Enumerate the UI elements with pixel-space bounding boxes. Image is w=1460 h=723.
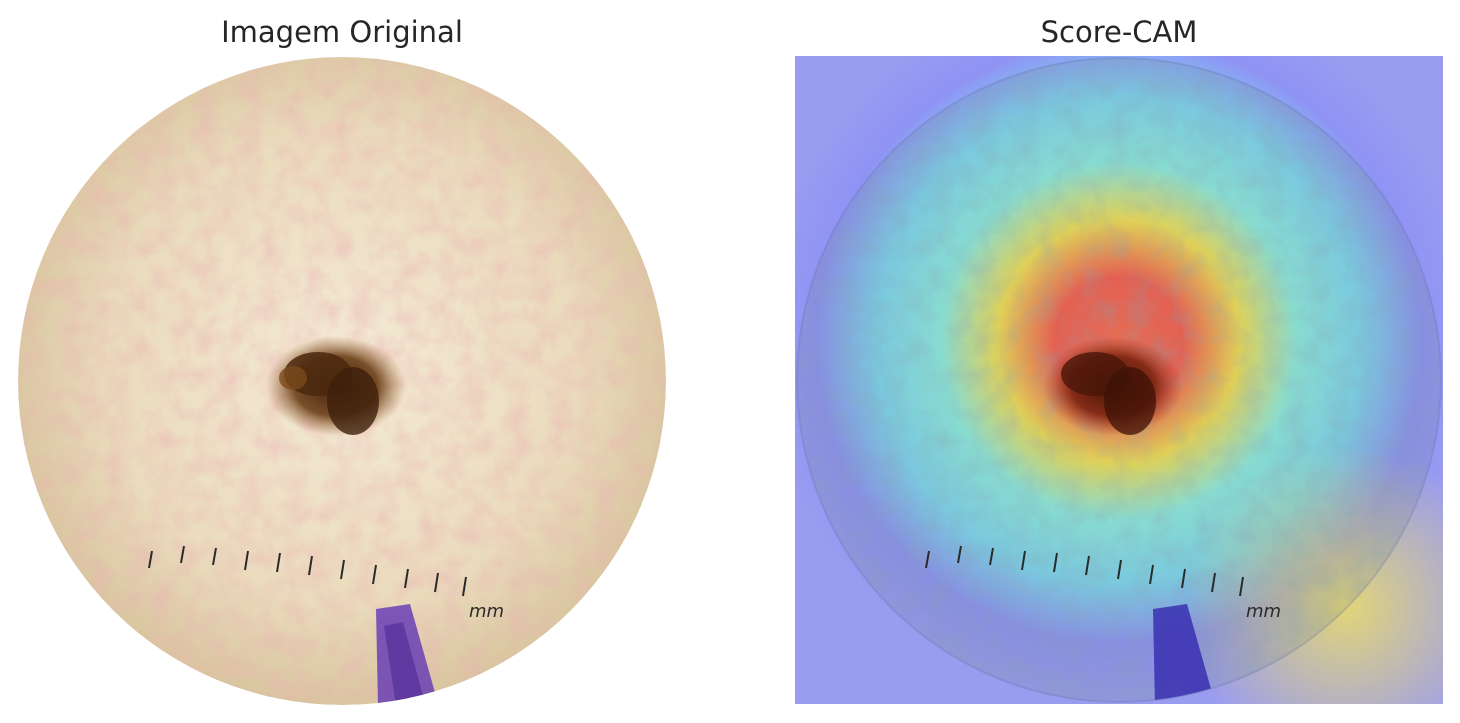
score-cam-heatmap: mm: [795, 56, 1443, 704]
scale-label-overlay: mm: [1246, 601, 1281, 622]
lesion-overlay: [1043, 336, 1183, 436]
measurement-ticks-overlay: [925, 545, 1244, 597]
scale-label: mm: [469, 601, 504, 622]
lesion: [266, 336, 406, 436]
pen-mark-overlay: [1153, 604, 1213, 702]
score-cam-title: Score-CAM: [1040, 15, 1198, 49]
measurement-ticks: [148, 545, 467, 597]
original-image-title: Imagem Original: [221, 15, 463, 49]
original-dermoscopy-image: mm: [18, 56, 668, 706]
